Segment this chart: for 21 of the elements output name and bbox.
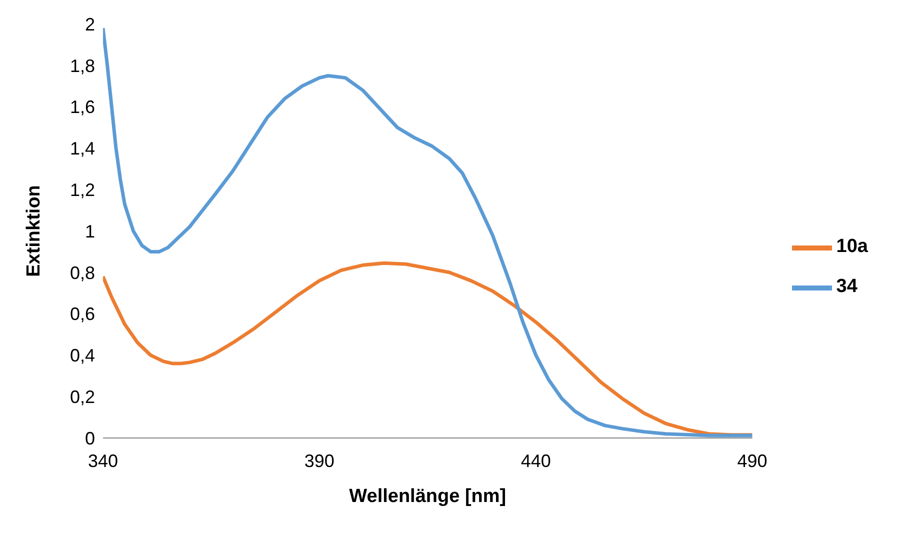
y-tick-label: 0,8 <box>70 262 95 283</box>
y-tick-label: 1 <box>84 221 95 242</box>
y-tick-label: 0 <box>84 428 95 448</box>
line-series <box>103 261 752 437</box>
x-axis-title: Wellenlänge [nm] <box>349 486 506 507</box>
x-tick-label: 340 <box>88 450 118 471</box>
y-tick-label: 2 <box>84 14 95 34</box>
legend-label: 34 <box>836 276 858 298</box>
y-tick-label: 0,6 <box>70 304 95 324</box>
y-tick-label: 1,4 <box>70 138 95 159</box>
y-tick-label: 1,2 <box>70 180 95 200</box>
y-tick-label: 0,2 <box>70 386 95 407</box>
y-tick-label: 1,8 <box>70 56 95 76</box>
y-tick-label: 0,4 <box>70 346 95 366</box>
x-tick-label: 490 <box>737 450 768 471</box>
y-tick-label: 1,6 <box>70 97 95 118</box>
line-series <box>103 26 752 438</box>
legend-label: 10a <box>836 236 868 258</box>
x-tick-label: 390 <box>304 450 334 471</box>
x-tick-label: 440 <box>520 450 551 471</box>
y-axis-title: Extinktion <box>24 185 45 277</box>
